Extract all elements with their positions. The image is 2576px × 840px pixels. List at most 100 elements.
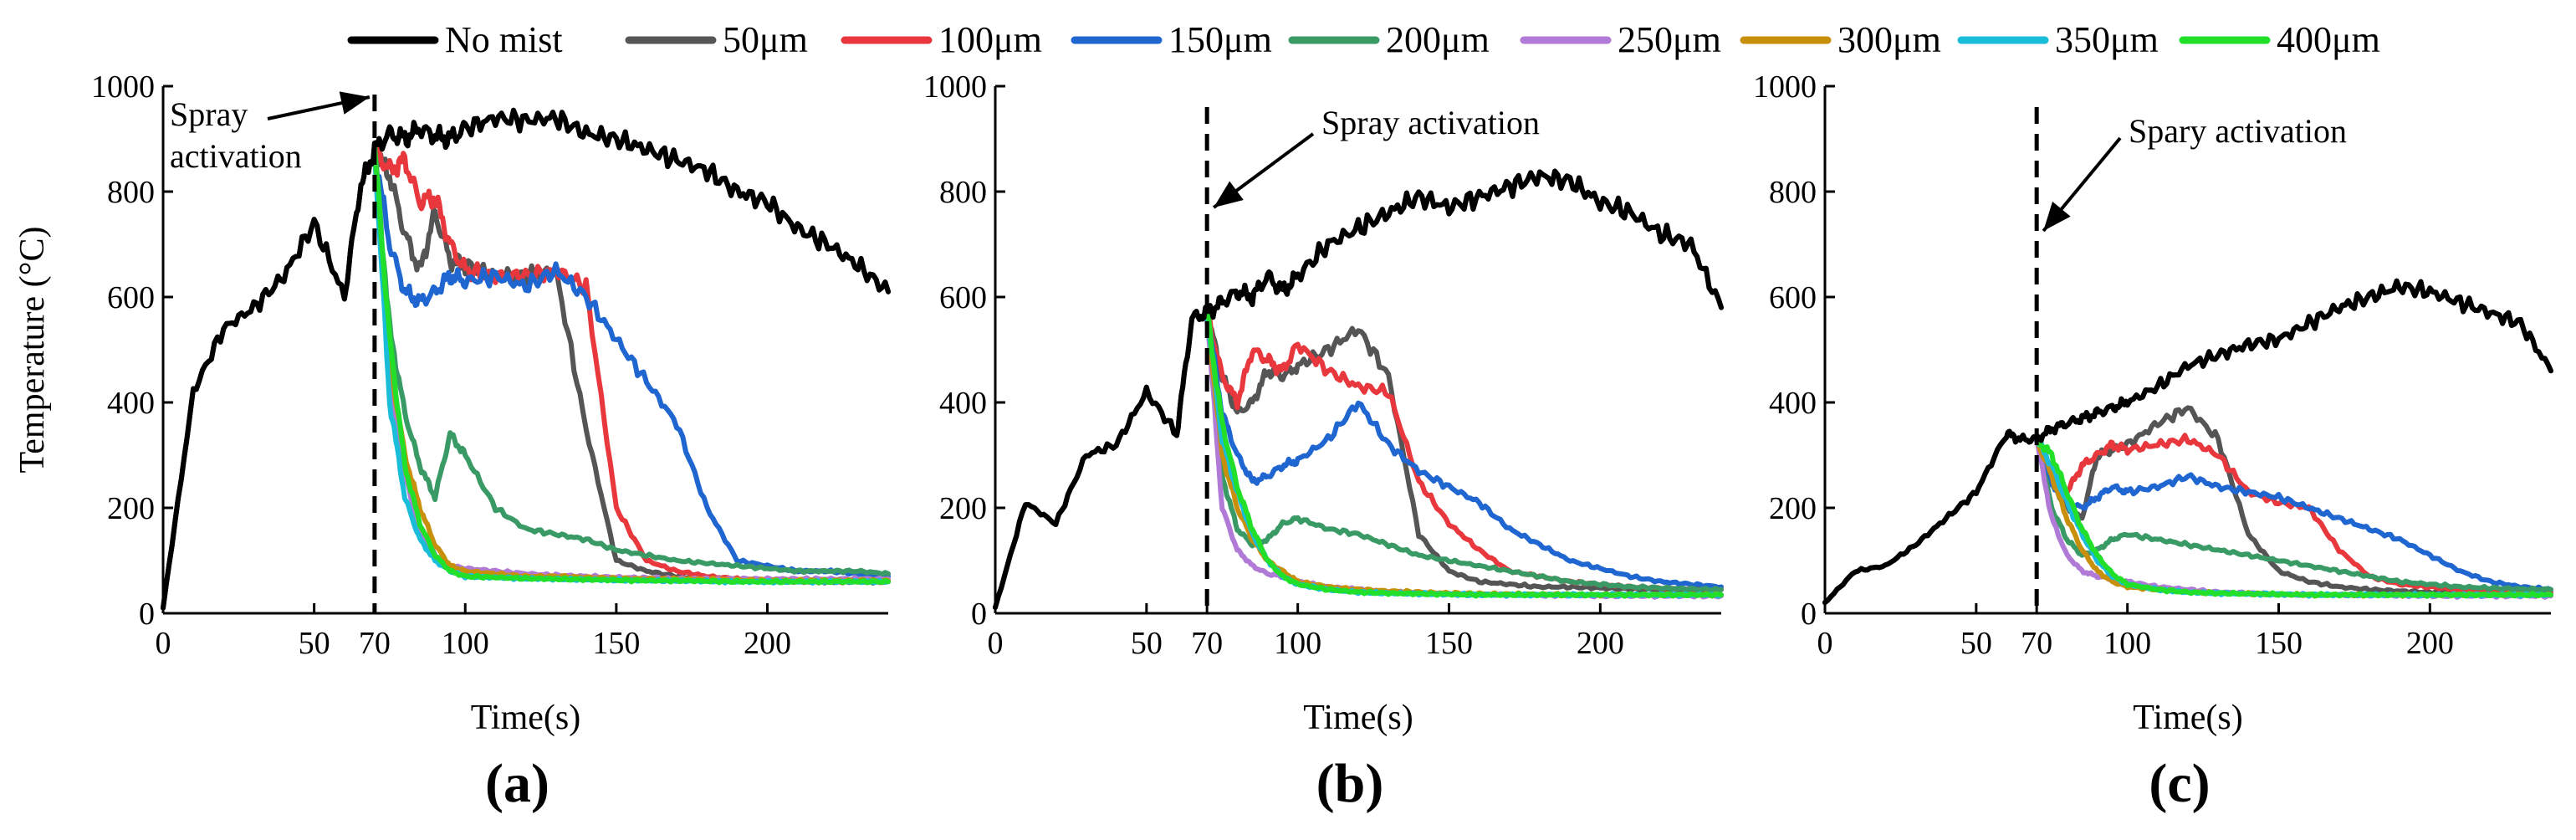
- annotation-arrow-head: [339, 91, 370, 115]
- series-line: [1204, 310, 1724, 599]
- legend-label: 400μm: [2277, 19, 2380, 60]
- series-line: [1204, 315, 1724, 594]
- series-line: [371, 146, 891, 586]
- y-tick-label: 400: [107, 386, 155, 421]
- y-tick-label: 400: [1769, 386, 1817, 421]
- legend-label: 100μm: [938, 19, 1042, 60]
- x-tick-label: 100: [1274, 626, 1321, 661]
- x-axis-title: Time(s): [1303, 699, 1413, 737]
- series-line-overlay: [993, 168, 1724, 610]
- y-tick-label: 1000: [91, 69, 155, 105]
- legend-item: 200μm: [1288, 19, 1490, 60]
- y-tick-label: 0: [1801, 597, 1817, 632]
- x-axis-title: Time(s): [2133, 699, 2242, 737]
- y-tick-label: 1000: [923, 69, 987, 105]
- y-tick-label: 1000: [1753, 69, 1817, 105]
- x-axis-title: Time(s): [471, 699, 580, 737]
- legend-item: 150μm: [1071, 19, 1272, 60]
- x-tick-label: 50: [1960, 626, 1992, 661]
- annotation-arrow-head: [2043, 201, 2071, 231]
- series-line: [371, 141, 891, 585]
- x-tick-label: 100: [2103, 626, 2151, 661]
- series-line: [2034, 432, 2553, 593]
- series-line-overlay: [161, 107, 891, 611]
- series-line: [1204, 308, 1724, 593]
- series-line: [1204, 307, 1724, 599]
- spray-annotation-text: Spray activation: [1321, 104, 1540, 141]
- x-tick-label: 200: [1577, 626, 1624, 661]
- series-line: [2034, 438, 2553, 593]
- x-tick-label: 50: [1131, 626, 1163, 661]
- series-line: [161, 107, 891, 611]
- legend-label: 200μm: [1386, 19, 1490, 60]
- series-line: [1204, 315, 1724, 591]
- y-tick-label: 0: [139, 597, 155, 632]
- y-tick-label: 200: [107, 491, 155, 526]
- x-tick-label: 70: [1191, 626, 1223, 661]
- series-line: [371, 141, 891, 580]
- series-line: [2034, 405, 2553, 597]
- y-axis-title: Temperature (°C): [13, 227, 52, 474]
- x-tick-label: 150: [1425, 626, 1473, 661]
- panel-label: (b): [1316, 753, 1384, 814]
- y-tick-label: 200: [939, 491, 987, 526]
- series-line: [1204, 310, 1724, 593]
- y-tick-label: 0: [971, 597, 987, 632]
- x-tick-label: 50: [299, 626, 330, 661]
- legend-label: 50μm: [723, 19, 808, 60]
- legend-label: No mist: [445, 19, 563, 60]
- legend-item: 100μm: [841, 19, 1042, 60]
- series-line: [371, 144, 891, 583]
- y-tick-label: 800: [939, 175, 987, 210]
- x-tick-label: 70: [359, 626, 391, 661]
- x-tick-label: 100: [442, 626, 489, 661]
- y-tick-label: 200: [1769, 491, 1817, 526]
- y-tick-label: 800: [107, 175, 155, 210]
- annotation-arrow-head: [1214, 181, 1244, 207]
- chart-panel-1: 0 200 400 600 800 1000 0 50 70 100 150 200 Time(s) Te…: [13, 69, 891, 814]
- legend-label: 300μm: [1837, 19, 1941, 60]
- legend-label: 350μm: [2055, 19, 2159, 60]
- x-tick-label: 200: [2406, 626, 2454, 661]
- series-line: [1204, 316, 1724, 599]
- spray-annotation: Spary activation: [2042, 112, 2347, 233]
- series-line: [371, 145, 891, 586]
- chart-panel-3: 0 200 400 600 800 1000 0 50 70 100 150 200 Time(s) Sp…: [1753, 69, 2553, 814]
- x-tick-label: 0: [156, 626, 171, 661]
- y-tick-label: 800: [1769, 175, 1817, 210]
- y-tick-label: 600: [1769, 280, 1817, 315]
- series-line-overlay: [1822, 278, 2553, 606]
- legend-label: 150μm: [1168, 19, 1272, 60]
- chart-panel-2: 0 200 400 600 800 1000 0 50 70 100 150 200 Time(s) Sp…: [923, 69, 1724, 814]
- series-line: [2034, 433, 2553, 597]
- x-tick-label: 0: [988, 626, 1004, 661]
- legend-item: 300μm: [1740, 19, 1941, 60]
- spray-annotation-text: activation: [170, 137, 302, 175]
- spray-annotation-text: Spary activation: [2129, 112, 2347, 150]
- panel-label: (a): [485, 753, 549, 814]
- y-tick-label: 600: [107, 280, 155, 315]
- spray-annotation: Spray activation: [1212, 104, 1540, 209]
- spray-annotation: Spray activation: [170, 91, 371, 175]
- legend-label: 250μm: [1618, 19, 1721, 60]
- series-line: [2034, 433, 2553, 599]
- x-tick-label: 150: [592, 626, 640, 661]
- panel-label: (c): [2149, 753, 2210, 814]
- legend-item: 350μm: [1957, 19, 2159, 60]
- y-tick-label: 600: [939, 280, 987, 315]
- x-tick-label: 200: [744, 626, 791, 661]
- spray-annotation-text: Spray: [170, 95, 248, 133]
- x-tick-label: 150: [2255, 626, 2303, 661]
- legend-item: 50μm: [625, 19, 808, 60]
- series-line: [993, 168, 1724, 610]
- y-tick-label: 400: [939, 386, 987, 421]
- series-line: [371, 143, 891, 586]
- legend-item: No mist: [347, 19, 563, 60]
- legend: No mist 50μm 100μm 150μm 200μm 250μm 300μm 350μ…: [347, 19, 2380, 60]
- series-line: [371, 144, 891, 577]
- x-tick-label: 70: [2021, 626, 2052, 661]
- legend-item: 250μm: [1520, 19, 1721, 60]
- legend-item: 400μm: [2179, 19, 2380, 60]
